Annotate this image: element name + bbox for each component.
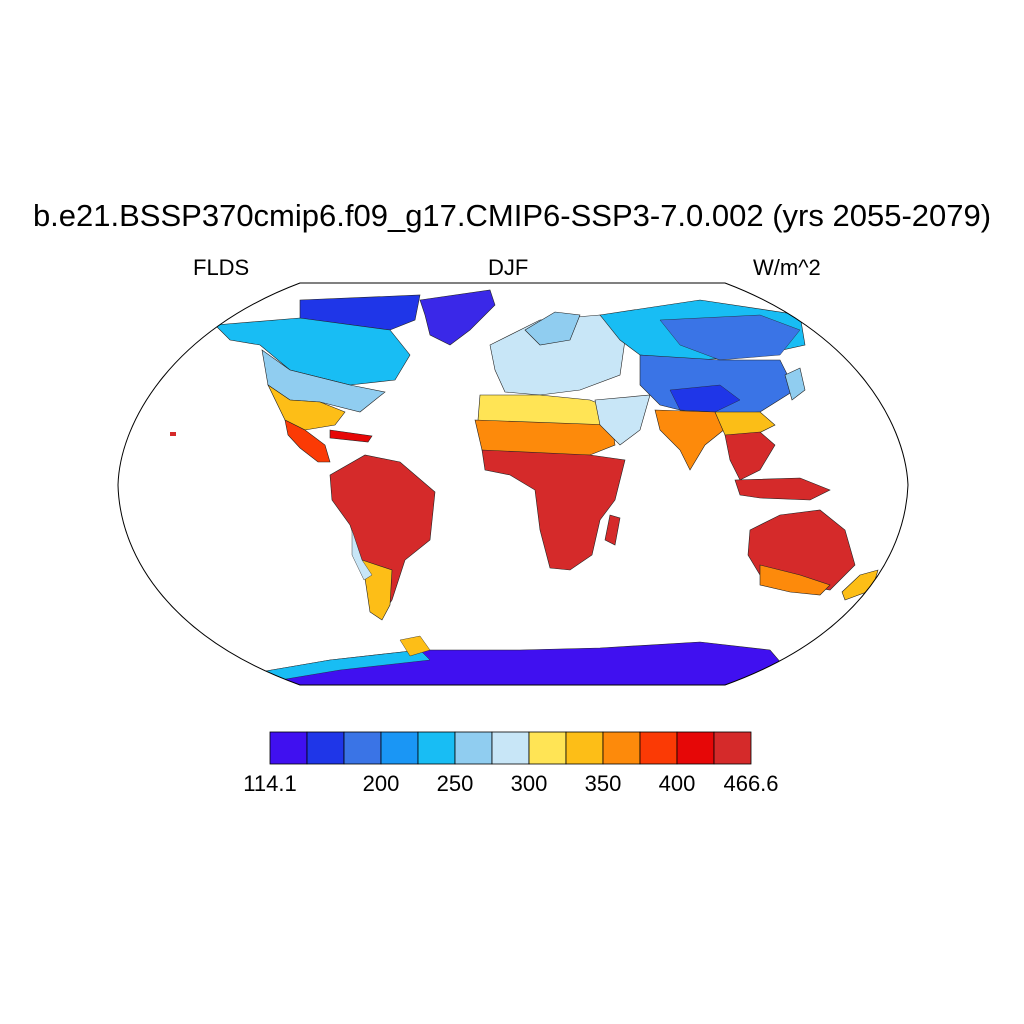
colorbar-swatch [417, 731, 456, 765]
colorbar-label: 114.1 [243, 771, 297, 796]
indonesia-region [734, 477, 831, 501]
colorbar-swatch [565, 731, 604, 765]
colorbar-swatch [454, 731, 493, 765]
north-america-north-region [214, 317, 411, 386]
plot-title: b.e21.BSSP370cmip6.f09_g17.CMIP6-SSP3-7.… [32, 198, 992, 233]
colorbar-swatch [343, 731, 382, 765]
colorbar-swatch [602, 731, 641, 765]
colorbar-label: 400 [658, 771, 696, 796]
scandinavia-region [524, 311, 581, 346]
africa-region [481, 449, 626, 571]
siberia-region [659, 314, 801, 361]
colorbar-label: 466.6 [723, 771, 779, 796]
australia-south-region [759, 564, 831, 596]
colorbar-swatch [491, 731, 530, 765]
central-america-region [284, 419, 331, 463]
japan-region [784, 367, 806, 401]
colorbar-swatch [639, 731, 678, 765]
andes-region [351, 529, 373, 581]
tibet-region [669, 384, 741, 413]
madagascar-region [604, 514, 621, 546]
south-america-region [329, 454, 436, 619]
greenland-region [419, 289, 496, 346]
colorbar-swatch [676, 731, 715, 765]
colorbar-label: 350 [584, 771, 622, 796]
colorbar-swatch [528, 731, 567, 765]
new-zealand-region [841, 569, 879, 601]
variable-label: FLDS [193, 255, 250, 280]
globe-outline [117, 282, 909, 686]
colorbar-label: 300 [510, 771, 548, 796]
colorbar-label: 250 [436, 771, 474, 796]
colorbar-swatch [380, 731, 419, 765]
units-label: W/m^2 [753, 255, 821, 280]
colorbar-swatch [269, 731, 308, 765]
colorbar-label: 200 [362, 771, 400, 796]
middle-east-region [594, 394, 651, 446]
colorbar-swatch [713, 731, 752, 765]
southeast-asia-region [724, 431, 776, 481]
caribbean-region [329, 429, 373, 443]
antarctic-peninsula-region [399, 635, 431, 657]
hawaii-region [170, 432, 176, 436]
colorbar-swatch [306, 731, 345, 765]
season-label: DJF [488, 255, 529, 280]
